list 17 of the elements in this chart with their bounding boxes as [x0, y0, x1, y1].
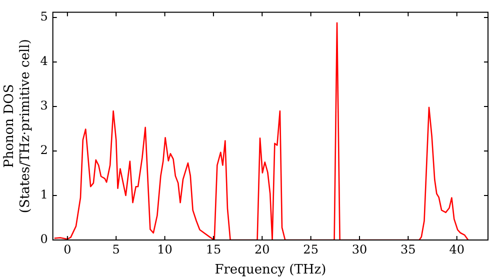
y-tick-label: 2 [40, 143, 48, 158]
x-tick-label: 0 [64, 242, 72, 256]
x-tick-label: 40 [449, 242, 464, 256]
x-tick-label: 15 [206, 242, 222, 256]
y-tick-label: 4 [40, 54, 48, 68]
y-tick-label: 5 [40, 10, 48, 24]
x-axis-title: Frequency (THz) [214, 262, 326, 278]
y-axis-title: Phonon DOS (States/THz·primitive cell) [2, 39, 33, 214]
x-tick-label: 10 [157, 242, 172, 256]
y-tick-label: 3 [40, 98, 48, 113]
x-tick-label: 35 [400, 242, 416, 256]
x-tick-label: 25 [303, 242, 318, 256]
x-tick-label: 5 [112, 242, 120, 256]
y-tick-label: 1 [40, 188, 48, 202]
x-tick-label: 30 [352, 242, 368, 256]
y-tick-label: 0 [40, 232, 48, 246]
x-tick-label: 20 [254, 242, 270, 256]
